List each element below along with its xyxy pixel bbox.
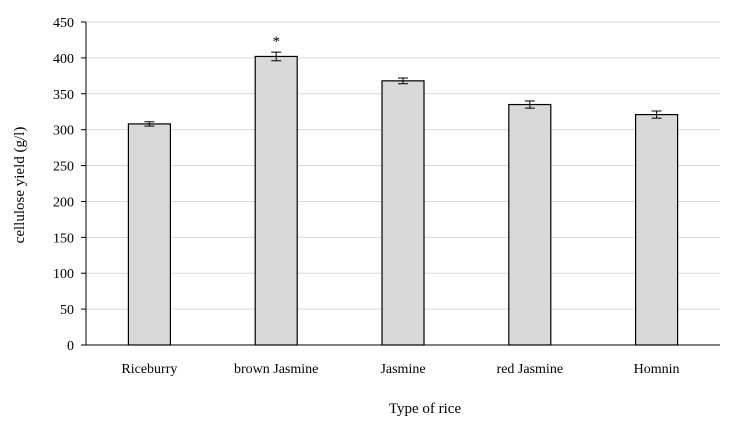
y-axis-title: cellulose yield (g/l) bbox=[12, 127, 28, 244]
y-tick-label-50: 50 bbox=[60, 303, 74, 318]
y-tick-label-350: 350 bbox=[53, 88, 74, 103]
bar-riceburry bbox=[127, 123, 171, 346]
x-tick-label-red-jasmine: red Jasmine bbox=[497, 362, 563, 377]
x-tick-label-homnin: Homnin bbox=[634, 362, 680, 377]
x-axis-title: Type of rice bbox=[389, 401, 462, 417]
x-tick-label-riceburry: Riceburry bbox=[121, 362, 177, 377]
y-tick-label-0: 0 bbox=[67, 339, 74, 354]
bars bbox=[127, 55, 679, 346]
y-tick-label-100: 100 bbox=[53, 267, 74, 282]
annotations: * bbox=[272, 34, 280, 50]
bar-red-jasmine bbox=[508, 103, 552, 346]
axes bbox=[81, 21, 720, 346]
bar-homnin bbox=[634, 113, 679, 346]
x-tick-label-jasmine: Jasmine bbox=[380, 362, 425, 377]
bar-jasmine bbox=[381, 80, 425, 346]
y-tick-label-200: 200 bbox=[53, 195, 74, 210]
y-tick-label-150: 150 bbox=[53, 231, 74, 246]
error-bars bbox=[144, 51, 662, 127]
y-tick-labels: 0 50 100 150 200 250 300 350 400 450 bbox=[53, 16, 74, 354]
significance-marker: * bbox=[272, 34, 280, 50]
y-tick-label-250: 250 bbox=[53, 160, 74, 175]
x-tick-labels: Riceburry brown Jasmine Jasmine red Jasmine… bbox=[121, 362, 679, 377]
y-tick-label-300: 300 bbox=[53, 124, 74, 139]
y-tick-label-450: 450 bbox=[53, 16, 74, 31]
bar-brown-jasmine bbox=[254, 55, 298, 346]
y-tick-label-400: 400 bbox=[53, 52, 74, 67]
x-tick-label-brown-jasmine: brown Jasmine bbox=[234, 362, 318, 377]
